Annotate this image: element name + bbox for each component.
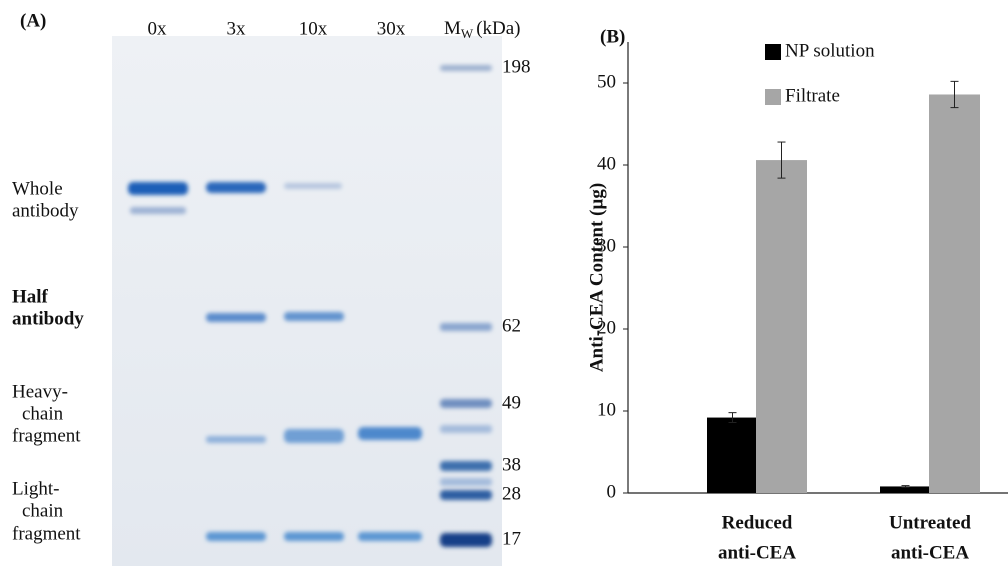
lane-label: 3x — [227, 18, 247, 39]
band-label: Heavy- — [12, 381, 68, 402]
legend-label: Filtrate — [785, 85, 840, 106]
gel-background — [112, 36, 502, 566]
y-tick-label: 50 — [597, 71, 616, 92]
marker-label-sub: W — [461, 26, 474, 41]
y-tick-label: 40 — [597, 153, 616, 174]
marker-size: 17 — [502, 528, 521, 549]
marker-label: MW(kDa) — [444, 18, 521, 41]
lane-label: 30x — [377, 18, 406, 39]
band-label: antibody — [12, 308, 84, 329]
legend-swatch — [765, 89, 781, 105]
band-label: Whole — [12, 178, 63, 199]
x-tick-label: anti-CEA — [891, 542, 969, 563]
band-label: fragment — [12, 523, 81, 544]
figure: (A) (B) MW(kDa) 0x 3x 10x 30x 198 62 49 38 28 17 W… — [0, 0, 1008, 570]
bar — [707, 418, 758, 493]
x-tick-label: Reduced — [722, 512, 793, 533]
band-label: chain — [22, 500, 64, 521]
y-axis-label: Anti-CEA Content (µg) — [586, 183, 607, 372]
x-tick-label: Untreated — [889, 512, 971, 533]
lane-label: 0x — [148, 18, 168, 39]
gel — [112, 36, 502, 566]
band-label: fragment — [12, 425, 81, 446]
bar — [929, 94, 980, 493]
marker-size: 62 — [502, 315, 521, 336]
marker-label-main: M — [444, 18, 461, 39]
bar — [756, 160, 807, 493]
marker-size: 49 — [502, 392, 521, 413]
panel-label: (A) — [20, 10, 46, 31]
marker-size: 38 — [502, 454, 521, 475]
lane-label: 10x — [299, 18, 328, 39]
y-tick-label: 10 — [597, 399, 616, 420]
x-tick-label: anti-CEA — [718, 542, 796, 563]
marker-size: 198 — [502, 56, 531, 77]
marker-size: 28 — [502, 483, 521, 504]
band-label: chain — [22, 403, 64, 424]
y-tick-label: 0 — [607, 481, 617, 502]
panel-label: (B) — [600, 26, 625, 47]
band-label: antibody — [12, 200, 79, 221]
legend-swatch — [765, 44, 781, 60]
marker-label-unit: (kDa) — [476, 18, 520, 39]
band-label: Half — [12, 286, 49, 307]
legend-label: NP solution — [785, 40, 875, 61]
band-label: Light- — [12, 478, 60, 499]
